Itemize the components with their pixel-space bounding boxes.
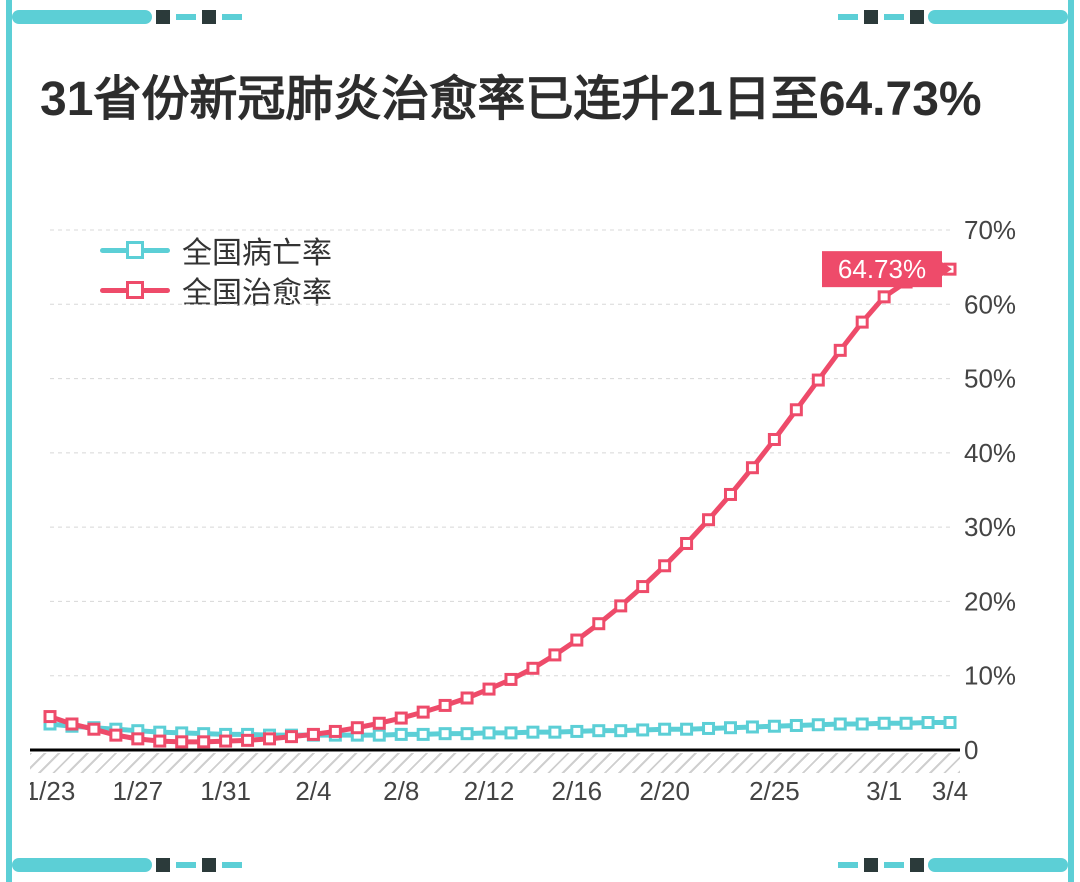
series-marker-death-rate [550, 727, 560, 737]
x-tick-label: 2/8 [383, 776, 419, 806]
series-marker-cure-rate [111, 730, 121, 740]
series-marker-cure-rate [879, 292, 889, 302]
series-marker-cure-rate [616, 601, 626, 611]
y-tick-label: 30% [964, 512, 1016, 542]
decor-bar-bottom [12, 848, 1068, 882]
series-marker-cure-rate [682, 538, 692, 548]
series-marker-death-rate [769, 721, 779, 731]
series-marker-death-rate [374, 730, 384, 740]
series-marker-death-rate [945, 718, 955, 728]
series-marker-cure-rate [835, 345, 845, 355]
series-marker-cure-rate [506, 674, 516, 684]
series-marker-death-rate [901, 718, 911, 728]
chart-title: 31省份新冠肺炎治愈率已连升21日至64.73% [40, 70, 1040, 130]
series-marker-death-rate [682, 724, 692, 734]
series-marker-cure-rate [528, 663, 538, 673]
series-marker-death-rate [484, 728, 494, 738]
series-marker-cure-rate [396, 713, 406, 723]
series-marker-cure-rate [177, 737, 187, 747]
series-marker-death-rate [506, 728, 516, 738]
x-tick-label: 2/16 [552, 776, 603, 806]
series-marker-death-rate [879, 718, 889, 728]
series-marker-death-rate [616, 726, 626, 736]
series-marker-cure-rate [330, 726, 340, 736]
series-marker-death-rate [440, 729, 450, 739]
y-tick-label: 0 [964, 735, 978, 765]
series-marker-death-rate [396, 729, 406, 739]
chart-svg: 0 10% 20% 30% 40% 50% 60% 70% 1/23 1/27 1/31 2/4 2/8… [30, 220, 1050, 810]
y-tick-label: 40% [964, 438, 1016, 468]
series-marker-death-rate [835, 719, 845, 729]
series-marker-cure-rate [89, 724, 99, 734]
x-tick-label: 2/25 [749, 776, 800, 806]
series-marker-cure-rate [221, 736, 231, 746]
series-marker-cure-rate [67, 719, 77, 729]
series-marker-cure-rate [484, 684, 494, 694]
series-marker-death-rate [704, 723, 714, 733]
series-marker-cure-rate [550, 650, 560, 660]
series-marker-death-rate [791, 720, 801, 730]
x-tick-label: 1/31 [200, 776, 251, 806]
series-marker-cure-rate [286, 732, 296, 742]
callout-label: 64.73% [838, 254, 926, 284]
y-tick-label: 70% [964, 220, 1016, 245]
series-marker-cure-rate [45, 712, 55, 722]
x-tick-label: 1/27 [113, 776, 164, 806]
series-marker-death-rate [813, 720, 823, 730]
series-marker-death-rate [747, 722, 757, 732]
series-marker-death-rate [528, 727, 538, 737]
series-marker-cure-rate [308, 729, 318, 739]
x-tick-label: 2/20 [639, 776, 690, 806]
x-axis-hatch [30, 753, 960, 773]
x-tick-label: 2/4 [295, 776, 331, 806]
series-marker-cure-rate [374, 718, 384, 728]
series-marker-cure-rate [462, 693, 472, 703]
frame-border-right [1068, 0, 1074, 882]
series-marker-death-rate [418, 729, 428, 739]
series-marker-death-rate [857, 719, 867, 729]
series-line-cure-rate [50, 269, 950, 742]
series-marker-death-rate [725, 723, 735, 733]
series-marker-cure-rate [199, 737, 209, 747]
x-tick-label: 1/23 [30, 776, 75, 806]
series-marker-cure-rate [725, 489, 735, 499]
series-marker-cure-rate [594, 619, 604, 629]
y-tick-label: 50% [964, 364, 1016, 394]
series-marker-cure-rate [440, 700, 450, 710]
y-tick-label: 20% [964, 586, 1016, 616]
series-marker-death-rate [660, 724, 670, 734]
series-marker-death-rate [462, 729, 472, 739]
series-marker-cure-rate [352, 723, 362, 733]
series-marker-cure-rate [791, 405, 801, 415]
series-marker-death-rate [638, 725, 648, 735]
series-marker-cure-rate [572, 635, 582, 645]
series-marker-death-rate [594, 726, 604, 736]
y-tick-label: 10% [964, 661, 1016, 691]
series-marker-cure-rate [769, 434, 779, 444]
x-tick-label: 3/4 [932, 776, 968, 806]
series-marker-cure-rate [638, 582, 648, 592]
series-marker-cure-rate [155, 736, 165, 746]
series-marker-cure-rate [265, 734, 275, 744]
series-marker-cure-rate [857, 317, 867, 327]
chart-area: 0 10% 20% 30% 40% 50% 60% 70% 1/23 1/27 1/31 2/4 2/8… [30, 220, 1050, 812]
series-marker-cure-rate [747, 463, 757, 473]
series-marker-cure-rate [660, 561, 670, 571]
frame-border-left [6, 0, 12, 882]
y-tick-label: 60% [964, 289, 1016, 319]
decor-bar-top [12, 0, 1068, 34]
series-marker-cure-rate [133, 734, 143, 744]
series-marker-cure-rate [704, 515, 714, 525]
series-marker-death-rate [572, 726, 582, 736]
series-marker-death-rate [923, 718, 933, 728]
series-marker-cure-rate [418, 707, 428, 717]
x-tick-label: 2/12 [464, 776, 515, 806]
series-marker-cure-rate [243, 735, 253, 745]
series-marker-cure-rate [813, 375, 823, 385]
x-tick-label: 3/1 [866, 776, 902, 806]
